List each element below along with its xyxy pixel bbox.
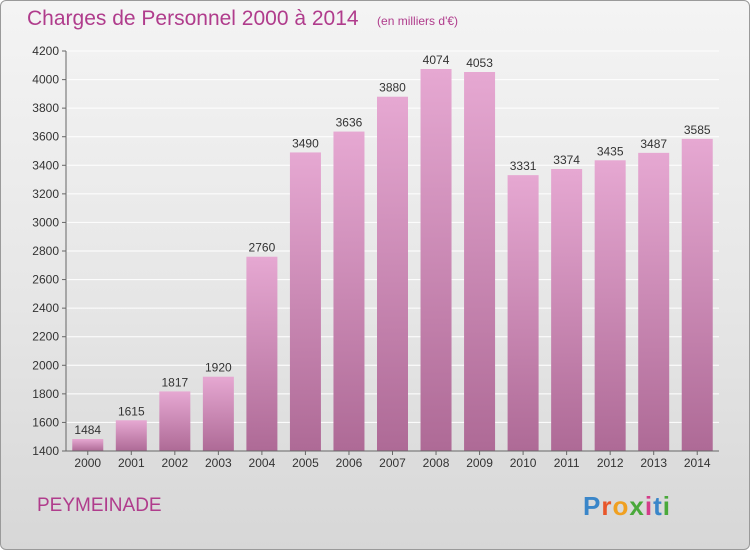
y-tick-label: 1600 — [32, 415, 59, 429]
x-tick-label-2008: 2008 — [423, 456, 450, 470]
x-tick-label-2007: 2007 — [379, 456, 406, 470]
y-tick-label: 3200 — [32, 187, 59, 201]
value-label-2010: 3331 — [510, 159, 537, 173]
bar-2002 — [159, 391, 191, 451]
value-label-2012: 3435 — [597, 144, 624, 158]
x-tick-label-2003: 2003 — [205, 456, 232, 470]
bar-2013 — [638, 152, 670, 451]
bar-2006 — [333, 131, 365, 452]
bars — [72, 69, 713, 452]
bar-2000 — [72, 439, 104, 451]
bar-2007 — [377, 96, 408, 451]
bar-2004 — [246, 256, 278, 451]
value-label-2006: 3636 — [336, 116, 363, 130]
y-tick-label: 2800 — [32, 244, 59, 258]
x-tick-label-2006: 2006 — [336, 456, 363, 470]
value-label-2001: 1615 — [118, 404, 145, 418]
value-label-2011: 3374 — [553, 153, 580, 167]
x-tick-label-2005: 2005 — [292, 456, 319, 470]
bar-2005 — [289, 152, 321, 451]
x-tick-label-2004: 2004 — [249, 456, 276, 470]
x-tick-label-2014: 2014 — [684, 456, 711, 470]
value-labels: 1484 1615 1817 1920 2760 3490 3636 3880 4074 4053… — [74, 53, 710, 437]
value-label-2009: 4053 — [466, 56, 493, 70]
bar-2008 — [420, 69, 452, 451]
y-tick-label: 2600 — [32, 273, 59, 287]
bar-2010 — [507, 175, 539, 451]
y-tick-label: 2200 — [32, 330, 59, 344]
bar-2014 — [681, 138, 713, 451]
value-label-2007: 3880 — [379, 81, 406, 95]
x-tick-label-2009: 2009 — [466, 456, 493, 470]
x-tick-label-2001: 2001 — [118, 456, 145, 470]
x-tick-label-2000: 2000 — [74, 456, 101, 470]
chart-title: Charges de Personnel 2000 à 2014 — [27, 7, 359, 30]
value-label-2014: 3585 — [684, 123, 711, 137]
proxiti-logo[interactable]: Proxiti — [583, 491, 671, 521]
chart-subtitle: (en milliers d'€) — [377, 14, 459, 28]
bar-2009 — [464, 72, 496, 451]
x-tick-label-2011: 2011 — [554, 456, 580, 470]
bar-2012 — [594, 160, 626, 452]
y-tick-label: 2400 — [32, 301, 59, 315]
value-label-2002: 1817 — [161, 375, 188, 389]
value-label-2013: 3487 — [640, 137, 667, 151]
bar-2011 — [551, 169, 583, 451]
x-tick-label-2013: 2013 — [640, 456, 667, 470]
value-label-2000: 1484 — [74, 423, 101, 437]
value-label-2005: 3490 — [292, 136, 319, 150]
y-tick-label: 1400 — [32, 444, 59, 458]
y-tick-label: 4000 — [32, 73, 59, 87]
y-tick-label: 3000 — [32, 215, 59, 229]
y-tick-label: 4200 — [32, 44, 59, 58]
bar-2003 — [202, 376, 234, 451]
value-label-2008: 4074 — [423, 53, 450, 67]
value-label-2003: 1920 — [205, 361, 232, 375]
y-tick-label: 3600 — [32, 130, 59, 144]
y-tick-label: 3800 — [32, 101, 59, 115]
axes: 1400 1600 1800 2000 2200 2400 2600 2800 3000 3200… — [32, 44, 719, 470]
commune-name: PEYMEINADE — [37, 495, 162, 516]
bar-2001 — [115, 420, 147, 451]
value-label-2004: 2760 — [249, 241, 276, 255]
y-tick-label: 2000 — [32, 358, 59, 372]
x-tick-label-2002: 2002 — [161, 456, 188, 470]
x-tick-label-2010: 2010 — [510, 456, 537, 470]
title-row: Charges de Personnel 2000 à 2014 (en mil… — [27, 7, 458, 31]
x-tick-label-2012: 2012 — [597, 456, 624, 470]
y-tick-label: 1800 — [32, 387, 59, 401]
y-tick-label: 3400 — [32, 158, 59, 172]
